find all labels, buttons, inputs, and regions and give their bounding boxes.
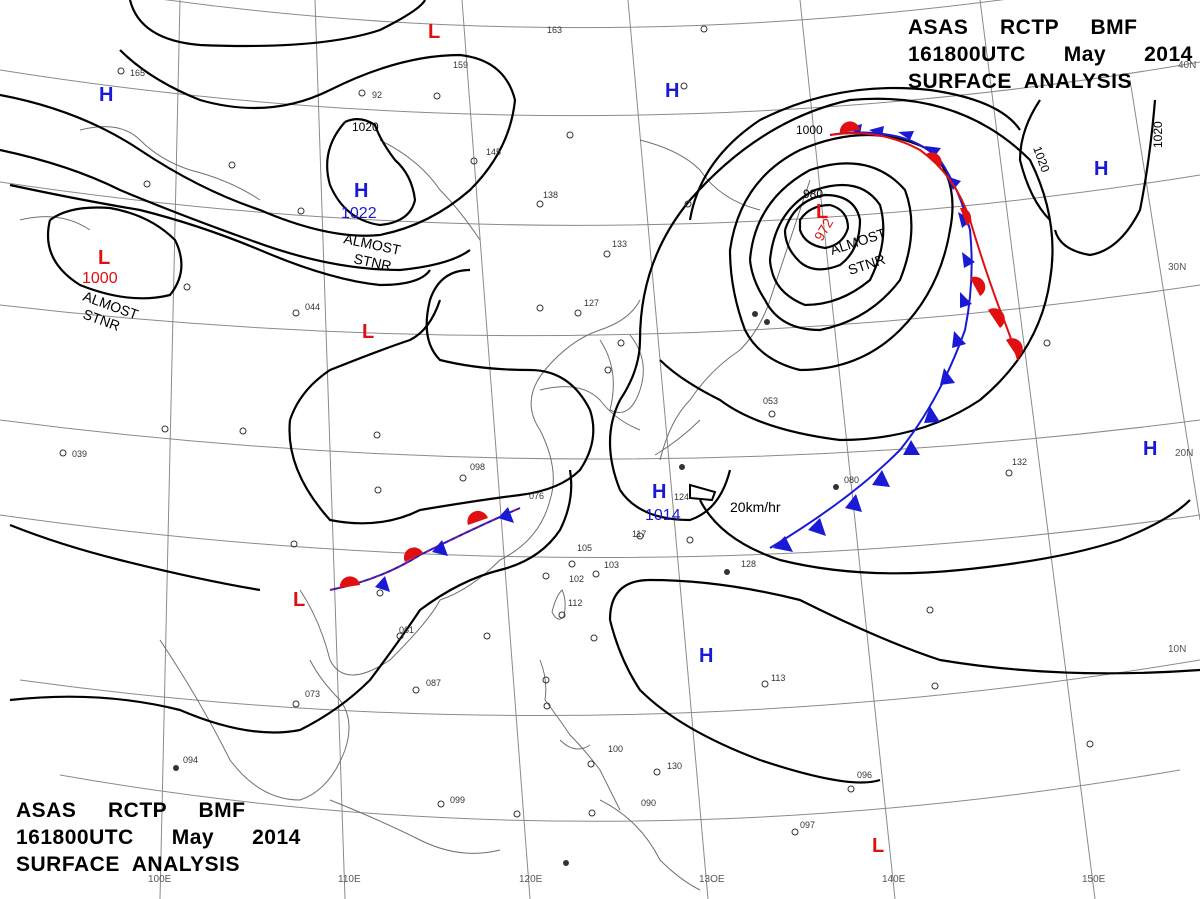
station-value: 097 <box>800 820 815 830</box>
lon-label: 110E <box>338 874 361 885</box>
station-value: 061 <box>399 625 414 635</box>
station-value: 105 <box>577 543 592 553</box>
station-value: 163 <box>547 25 562 35</box>
stnr-label-line2: STNR <box>352 250 393 274</box>
footer-line2: 161800UTC May 2014 <box>16 826 301 849</box>
station-value: 094 <box>183 755 198 765</box>
station-value: 117 <box>632 529 646 539</box>
station-value: 113 <box>771 673 785 683</box>
station-value: 073 <box>305 689 320 699</box>
station-value: 102 <box>569 574 584 584</box>
high-centers: H H H H H H H 1022 1014 <box>99 80 1157 667</box>
header-line3: SURFACE ANALYSIS <box>908 70 1132 93</box>
isobar-label: 980 <box>803 187 823 201</box>
station-value: 080 <box>844 475 859 485</box>
lon-label: 120E <box>519 874 543 885</box>
low-marker: L <box>362 321 374 343</box>
station-value: 100 <box>608 744 623 754</box>
station-value: 124 <box>674 492 689 502</box>
cold-front-line <box>769 131 973 549</box>
station-value: 138 <box>543 190 558 200</box>
isobars <box>0 0 1200 784</box>
coordinate-labels: 100E 110E 120E 13OE 140E 150E 40N 30N 20… <box>148 60 1196 885</box>
footer-line3: SURFACE ANALYSIS <box>16 853 240 876</box>
lat-label: 20N <box>1175 448 1193 459</box>
lon-label: 100E <box>148 874 172 885</box>
low-marker: L <box>872 835 884 857</box>
station-value: 133 <box>612 239 627 249</box>
movement-arrow <box>689 483 717 502</box>
station-value: 039 <box>72 449 87 459</box>
high-marker: H <box>652 481 666 503</box>
speed-label: 20km/hr <box>730 499 781 515</box>
station-value: 090 <box>641 798 656 808</box>
lat-label: 40N <box>1178 60 1196 71</box>
coastlines <box>19 126 811 891</box>
high-marker: H <box>99 84 113 106</box>
lon-label: 140E <box>882 874 906 885</box>
station-value: 096 <box>857 770 872 780</box>
high-marker: H <box>1143 438 1157 460</box>
footer-line1: ASAS RCTP BMF <box>16 799 246 822</box>
isobar-label: 1000 <box>796 123 823 137</box>
station-value: 130 <box>667 761 682 771</box>
high-marker: H <box>1094 158 1108 180</box>
station-value: 128 <box>741 559 756 569</box>
high-marker: H <box>354 180 368 202</box>
station-plots <box>59 25 1094 866</box>
high-marker: H <box>699 645 713 667</box>
isobar-label: 1020 <box>1151 121 1165 148</box>
lat-label: 30N <box>1168 262 1186 273</box>
station-value: 92 <box>372 90 382 100</box>
lon-label: 13OE <box>699 874 725 885</box>
station-value: 132 <box>1012 457 1027 467</box>
station-value: 112 <box>568 598 582 608</box>
low-centers: L L L L L L 1000 972 <box>82 21 884 857</box>
high-value: 1014 <box>645 507 681 524</box>
chart-footer: ASAS RCTP BMF 161800UTC May 2014 SURFACE A… <box>16 797 301 878</box>
header-line2: 161800UTC May 2014 <box>908 43 1193 66</box>
station-value: 044 <box>305 302 320 312</box>
isobar-label: 1020 <box>352 120 379 134</box>
lon-label: 150E <box>1082 874 1106 885</box>
high-value: 1022 <box>341 205 377 222</box>
chart-header: ASAS RCTP BMF 161800UTC May 2014 SURFACE A… <box>908 14 1193 95</box>
station-value: 165 <box>130 68 145 78</box>
fronts <box>329 121 1023 592</box>
station-value: 053 <box>763 396 778 406</box>
high-marker: H <box>665 80 679 102</box>
station-value: 087 <box>426 678 441 688</box>
station-value: 098 <box>470 462 485 472</box>
lat-label: 10N <box>1168 644 1186 655</box>
low-value: 1000 <box>82 270 118 287</box>
station-value: 099 <box>450 795 465 805</box>
station-value: 159 <box>453 60 468 70</box>
low-marker: L <box>428 21 440 43</box>
low-value: 972 <box>811 215 837 243</box>
low-marker: L <box>816 201 828 223</box>
station-value: 076 <box>529 491 544 501</box>
warm-front-bumps <box>839 121 1023 358</box>
low-marker: L <box>293 589 305 611</box>
stnr-label-line2: STNR <box>846 251 887 278</box>
station-value: 145 <box>486 147 501 157</box>
station-values: 165 159 92 163 145 138 133 127 124 117 1… <box>72 25 1027 830</box>
header-line1: ASAS RCTP BMF <box>908 16 1138 39</box>
station-value: 127 <box>584 298 599 308</box>
station-value: 103 <box>604 560 619 570</box>
low-marker: L <box>98 247 110 269</box>
